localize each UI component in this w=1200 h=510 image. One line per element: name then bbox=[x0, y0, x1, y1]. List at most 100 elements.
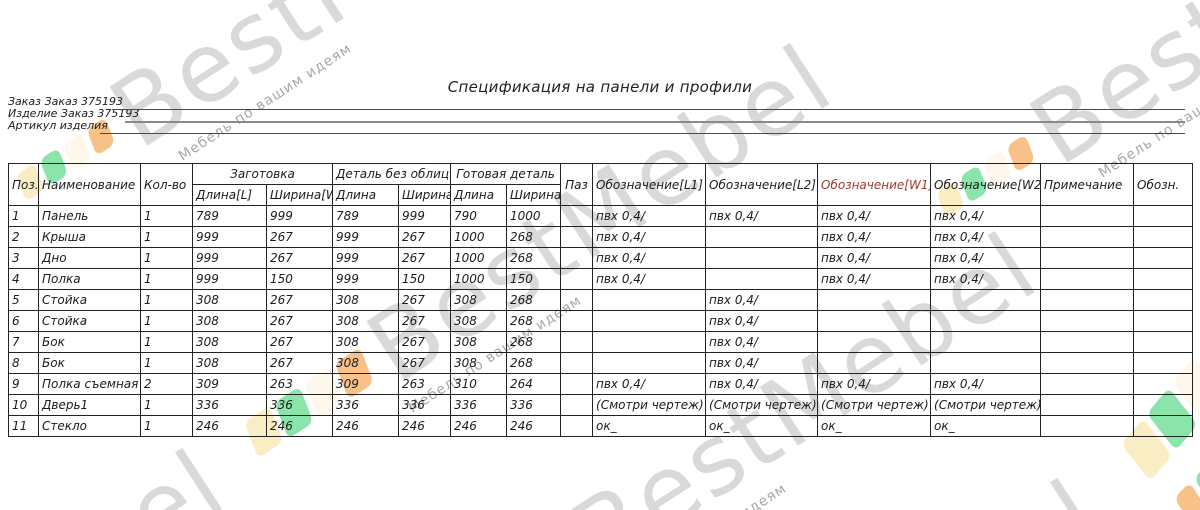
cell-w1 bbox=[817, 310, 932, 332]
cell-raw_w: 336 bbox=[398, 394, 452, 416]
cell-l1: пвх 0,4/ bbox=[592, 268, 707, 290]
cell-blank_w: 267 bbox=[265, 289, 334, 311]
table-row: 3 Дно 1 999 267 999 267 1000 268 пвх 0,4/пвх 0,4/… bbox=[8, 247, 1194, 269]
cell-blank_l: 336 bbox=[192, 394, 267, 416]
cell-ready_l: 1000 bbox=[450, 268, 508, 290]
cell-w1 bbox=[817, 352, 932, 374]
col-header-mark-l1: Обозначение[L1] bbox=[592, 163, 707, 206]
cell-name: Бок bbox=[38, 352, 141, 374]
cell-ready_l: 1000 bbox=[450, 226, 508, 248]
cell-note bbox=[1040, 226, 1135, 248]
cell-blank_l: 309 bbox=[192, 373, 267, 395]
cell-w1: ок_ bbox=[817, 415, 932, 437]
cell-raw_w: 267 bbox=[398, 331, 452, 353]
cell-ready_l: 310 bbox=[450, 373, 508, 395]
cell-blank_l: 789 bbox=[192, 205, 267, 227]
cell-pos: 8 bbox=[8, 352, 39, 374]
cell-blank_w: 150 bbox=[265, 268, 334, 290]
cell-w1: (Смотри чертеж) bbox=[817, 394, 932, 416]
cell-ready_l: 308 bbox=[450, 352, 508, 374]
cell-mark bbox=[1133, 352, 1194, 374]
cell-raw_w: 999 bbox=[398, 205, 452, 227]
cell-mark bbox=[1133, 226, 1194, 248]
mark-w1-index: [W1] bbox=[904, 177, 931, 192]
cell-l1: пвх 0,4/ bbox=[592, 205, 707, 227]
cell-ready_l: 308 bbox=[450, 331, 508, 353]
col-header-mark-w1: Обозначение[W1] bbox=[817, 163, 932, 206]
cell-qty: 1 bbox=[140, 310, 193, 332]
cell-raw_l: 309 bbox=[332, 373, 400, 395]
cell-name: Панель bbox=[38, 205, 141, 227]
cell-w1: пвх 0,4/ bbox=[817, 226, 932, 248]
cell-note bbox=[1040, 394, 1135, 416]
cell-raw_w: 267 bbox=[398, 247, 452, 269]
cell-pos: 2 bbox=[8, 226, 39, 248]
cell-l2: пвх 0,4/ bbox=[705, 205, 819, 227]
cell-paz bbox=[560, 394, 594, 416]
cell-name: Бок bbox=[38, 331, 141, 353]
col-header-raw-length: Длина bbox=[332, 184, 400, 206]
cell-mark bbox=[1133, 268, 1194, 290]
cell-w1: пвх 0,4/ bbox=[817, 373, 932, 395]
cell-pos: 9 bbox=[8, 373, 39, 395]
cell-raw_l: 308 bbox=[332, 352, 400, 374]
cell-name: Стойка bbox=[38, 310, 141, 332]
spec-table: Поз. Наименование Кол-во Заготовка Детал… bbox=[8, 163, 1194, 437]
cell-paz bbox=[560, 268, 594, 290]
table-row: 2 Крыша 1 999 267 999 267 1000 268 пвх 0,4/пвх 0,… bbox=[8, 226, 1194, 248]
col-header-pos: Поз. bbox=[8, 163, 39, 206]
cell-name: Дверь1 bbox=[38, 394, 141, 416]
cell-mark bbox=[1133, 415, 1194, 437]
cell-raw_l: 308 bbox=[332, 331, 400, 353]
cell-pos: 3 bbox=[8, 247, 39, 269]
cell-pos: 10 bbox=[8, 394, 39, 416]
meta-underline bbox=[125, 121, 1185, 123]
article-line: Артикул изделия bbox=[8, 119, 108, 132]
cell-raw_l: 246 bbox=[332, 415, 400, 437]
cell-l2 bbox=[705, 268, 819, 290]
cell-blank_w: 267 bbox=[265, 310, 334, 332]
table-row: 5 Стойка 1 308 267 308 267 308 268 пвх 0,4/ bbox=[8, 289, 1194, 311]
cell-qty: 1 bbox=[140, 226, 193, 248]
cell-ready_l: 1000 bbox=[450, 247, 508, 269]
product-line: Изделие Заказ 375193 bbox=[8, 107, 140, 120]
table-row: 11 Стекло 1 246 246 246 246 246 246 ок_ ок_ ок_ ок_ bbox=[8, 415, 1194, 437]
cell-w1: пвх 0,4/ bbox=[817, 205, 932, 227]
cell-w2 bbox=[930, 352, 1042, 374]
cell-pos: 6 bbox=[8, 310, 39, 332]
cell-raw_l: 999 bbox=[332, 247, 400, 269]
cell-l2: ок_ bbox=[705, 415, 819, 437]
cell-paz bbox=[560, 415, 594, 437]
cell-raw_w: 267 bbox=[398, 226, 452, 248]
cell-note bbox=[1040, 310, 1135, 332]
cell-l1 bbox=[592, 310, 707, 332]
cell-note bbox=[1040, 289, 1135, 311]
cell-blank_l: 308 bbox=[192, 289, 267, 311]
cell-w2 bbox=[930, 310, 1042, 332]
cell-qty: 2 bbox=[140, 373, 193, 395]
table-row: 6 Стойка 1 308 267 308 267 308 268 пвх 0,4/ bbox=[8, 310, 1194, 332]
cell-mark bbox=[1133, 205, 1194, 227]
cell-ready_w: 268 bbox=[506, 289, 562, 311]
cell-ready_l: 246 bbox=[450, 415, 508, 437]
cell-qty: 1 bbox=[140, 289, 193, 311]
cell-blank_l: 308 bbox=[192, 310, 267, 332]
cell-note bbox=[1040, 247, 1135, 269]
cell-qty: 1 bbox=[140, 394, 193, 416]
cell-l2: пвх 0,4/ bbox=[705, 310, 819, 332]
cell-l1: пвх 0,4/ bbox=[592, 373, 707, 395]
spec-table-header: Поз. Наименование Кол-во Заготовка Детал… bbox=[8, 163, 1194, 206]
cell-w1: пвх 0,4/ bbox=[817, 247, 932, 269]
cell-mark bbox=[1133, 289, 1194, 311]
cell-raw_w: 267 bbox=[398, 310, 452, 332]
cell-l1 bbox=[592, 331, 707, 353]
cell-paz bbox=[560, 310, 594, 332]
cell-raw_l: 308 bbox=[332, 289, 400, 311]
col-header-blank-length: Длина[L] bbox=[192, 184, 267, 206]
mark-w1-label: Обозначение bbox=[821, 177, 905, 192]
cell-ready_l: 336 bbox=[450, 394, 508, 416]
cell-blank_l: 999 bbox=[192, 226, 267, 248]
cell-mark bbox=[1133, 247, 1194, 269]
group-header-raw-detail: Деталь без облиц. bbox=[332, 163, 452, 185]
